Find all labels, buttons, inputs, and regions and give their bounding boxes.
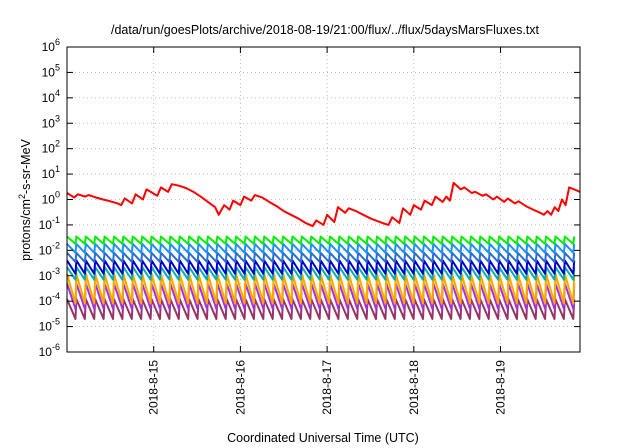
- y-label-rest: -s-sr-MeV: [19, 138, 33, 194]
- series-layer: [66, 181, 581, 320]
- series-line: [66, 181, 581, 228]
- y-tick-label: 10-5: [39, 317, 60, 334]
- y-tick-label: 10-4: [39, 291, 60, 308]
- y-tick-label: 10-1: [39, 215, 60, 232]
- x-tick-label: 2018-8-18: [407, 360, 421, 415]
- y-axis-ticks: 10-6 10-5 10-4 10-3 10-2 10-1 100 101 102 103 104 1…: [39, 37, 580, 359]
- x-axis-ticks: 2018-8-15 2018-8-16 2018-8-17 2018-8-18 2018…: [147, 47, 508, 415]
- y-axis-label: protons/cm2-s-sr-MeV: [17, 138, 33, 260]
- y-tick-label: 103: [42, 113, 60, 130]
- y-tick-label: 106: [42, 37, 60, 54]
- x-tick-label: 2018-8-17: [320, 360, 334, 415]
- y-tick-label: 104: [42, 88, 60, 105]
- y-label-base: protons/cm: [19, 199, 33, 261]
- y-tick-label: 105: [42, 62, 60, 79]
- chart-title: /data/run/goesPlots/archive/2018-08-19/2…: [111, 23, 540, 37]
- x-axis-label: Coordinated Universal Time (UTC): [227, 431, 419, 445]
- y-tick-label: 100: [42, 190, 60, 207]
- series-line: [66, 242, 576, 254]
- series-line: [66, 235, 576, 245]
- y-label-sup: 2: [17, 194, 27, 199]
- x-tick-label: 2018-8-15: [147, 360, 161, 415]
- y-tick-label: 10-2: [39, 240, 60, 257]
- x-tick-label: 2018-8-19: [494, 360, 508, 415]
- y-tick-label: 10-3: [39, 266, 60, 283]
- x-tick-label: 2018-8-16: [233, 360, 247, 415]
- y-tick-label: 102: [42, 139, 60, 156]
- y-tick-label: 10-6: [39, 342, 60, 359]
- y-tick-label: 101: [42, 164, 60, 181]
